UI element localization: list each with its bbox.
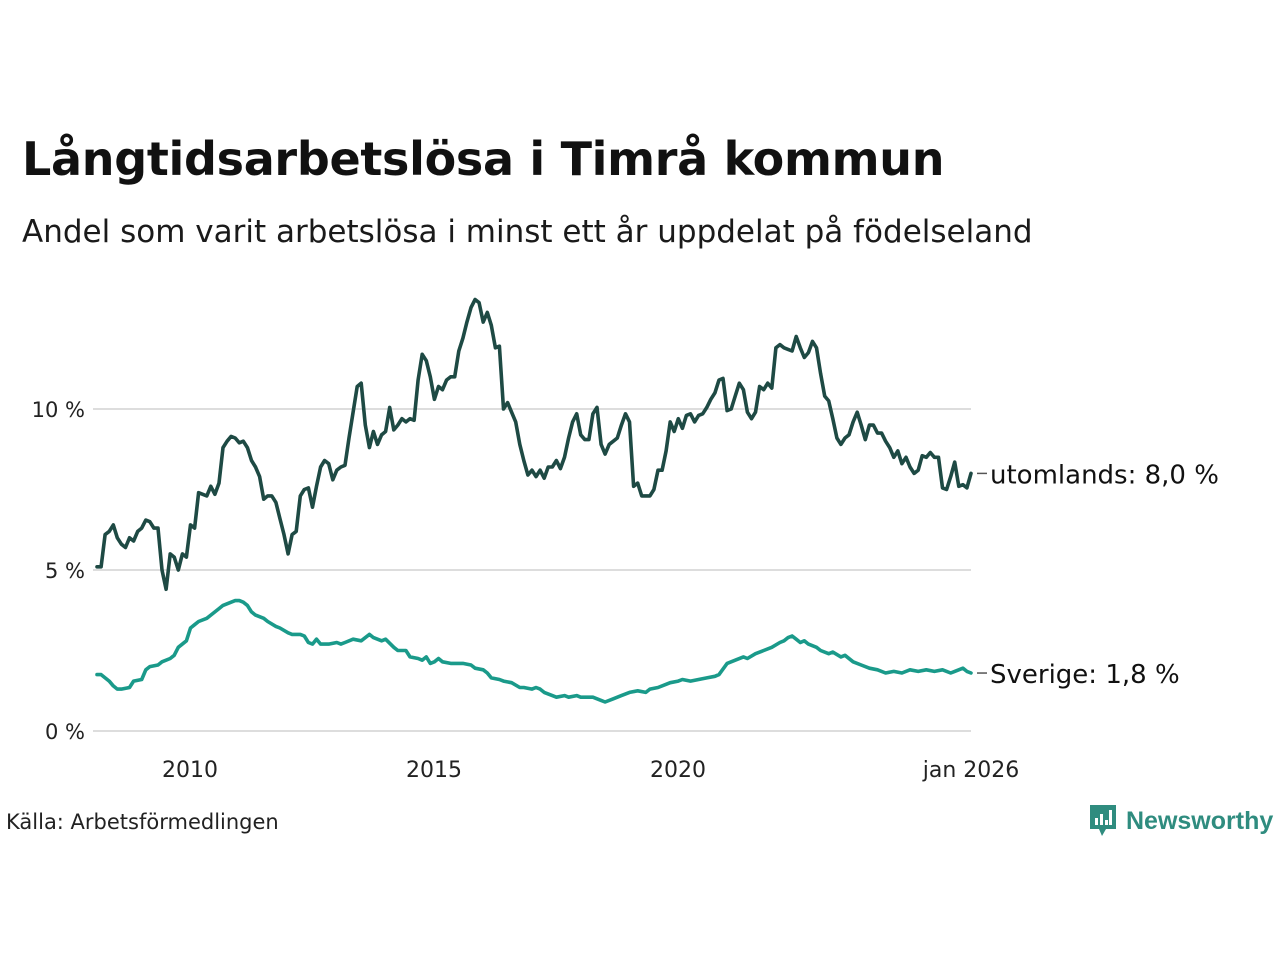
x-axis-ticks: 2010 2015 2020 jan 2026: [162, 758, 1019, 783]
series-end-label-sverige: Sverige: 1,8 %: [990, 660, 1180, 690]
y-tick-label: 0 %: [45, 720, 85, 744]
brand-logo: Newsworthy: [1088, 803, 1273, 839]
y-axis-ticks: 0 % 5 % 10 %: [32, 398, 85, 744]
x-tick-label: jan 2026: [922, 758, 1020, 783]
newsworthy-logo-icon: [1090, 805, 1116, 836]
series-line-sverige: [95, 598, 973, 704]
x-tick-label: 2010: [162, 758, 218, 783]
series-line-utomlands: [95, 297, 973, 592]
x-tick-label: 2015: [406, 758, 462, 783]
brand-name: Newsworthy: [1126, 806, 1274, 835]
chart-subtitle: Andel som varit arbetslösa i minst ett å…: [22, 214, 1033, 250]
chart-title: Långtidsarbetslösa i Timrå kommun: [22, 132, 945, 186]
source-note: Källa: Arbetsförmedlingen: [6, 810, 279, 834]
y-tick-label: 5 %: [45, 559, 85, 583]
series-lines: [95, 297, 973, 704]
y-tick-label: 10 %: [32, 398, 85, 422]
series-end-label-utomlands: utomlands: 8,0 %: [990, 460, 1219, 490]
series-end-labels: utomlands: 8,0 % Sverige: 1,8 %: [977, 460, 1219, 690]
x-tick-label: 2020: [650, 758, 706, 783]
gridlines: [93, 408, 971, 732]
